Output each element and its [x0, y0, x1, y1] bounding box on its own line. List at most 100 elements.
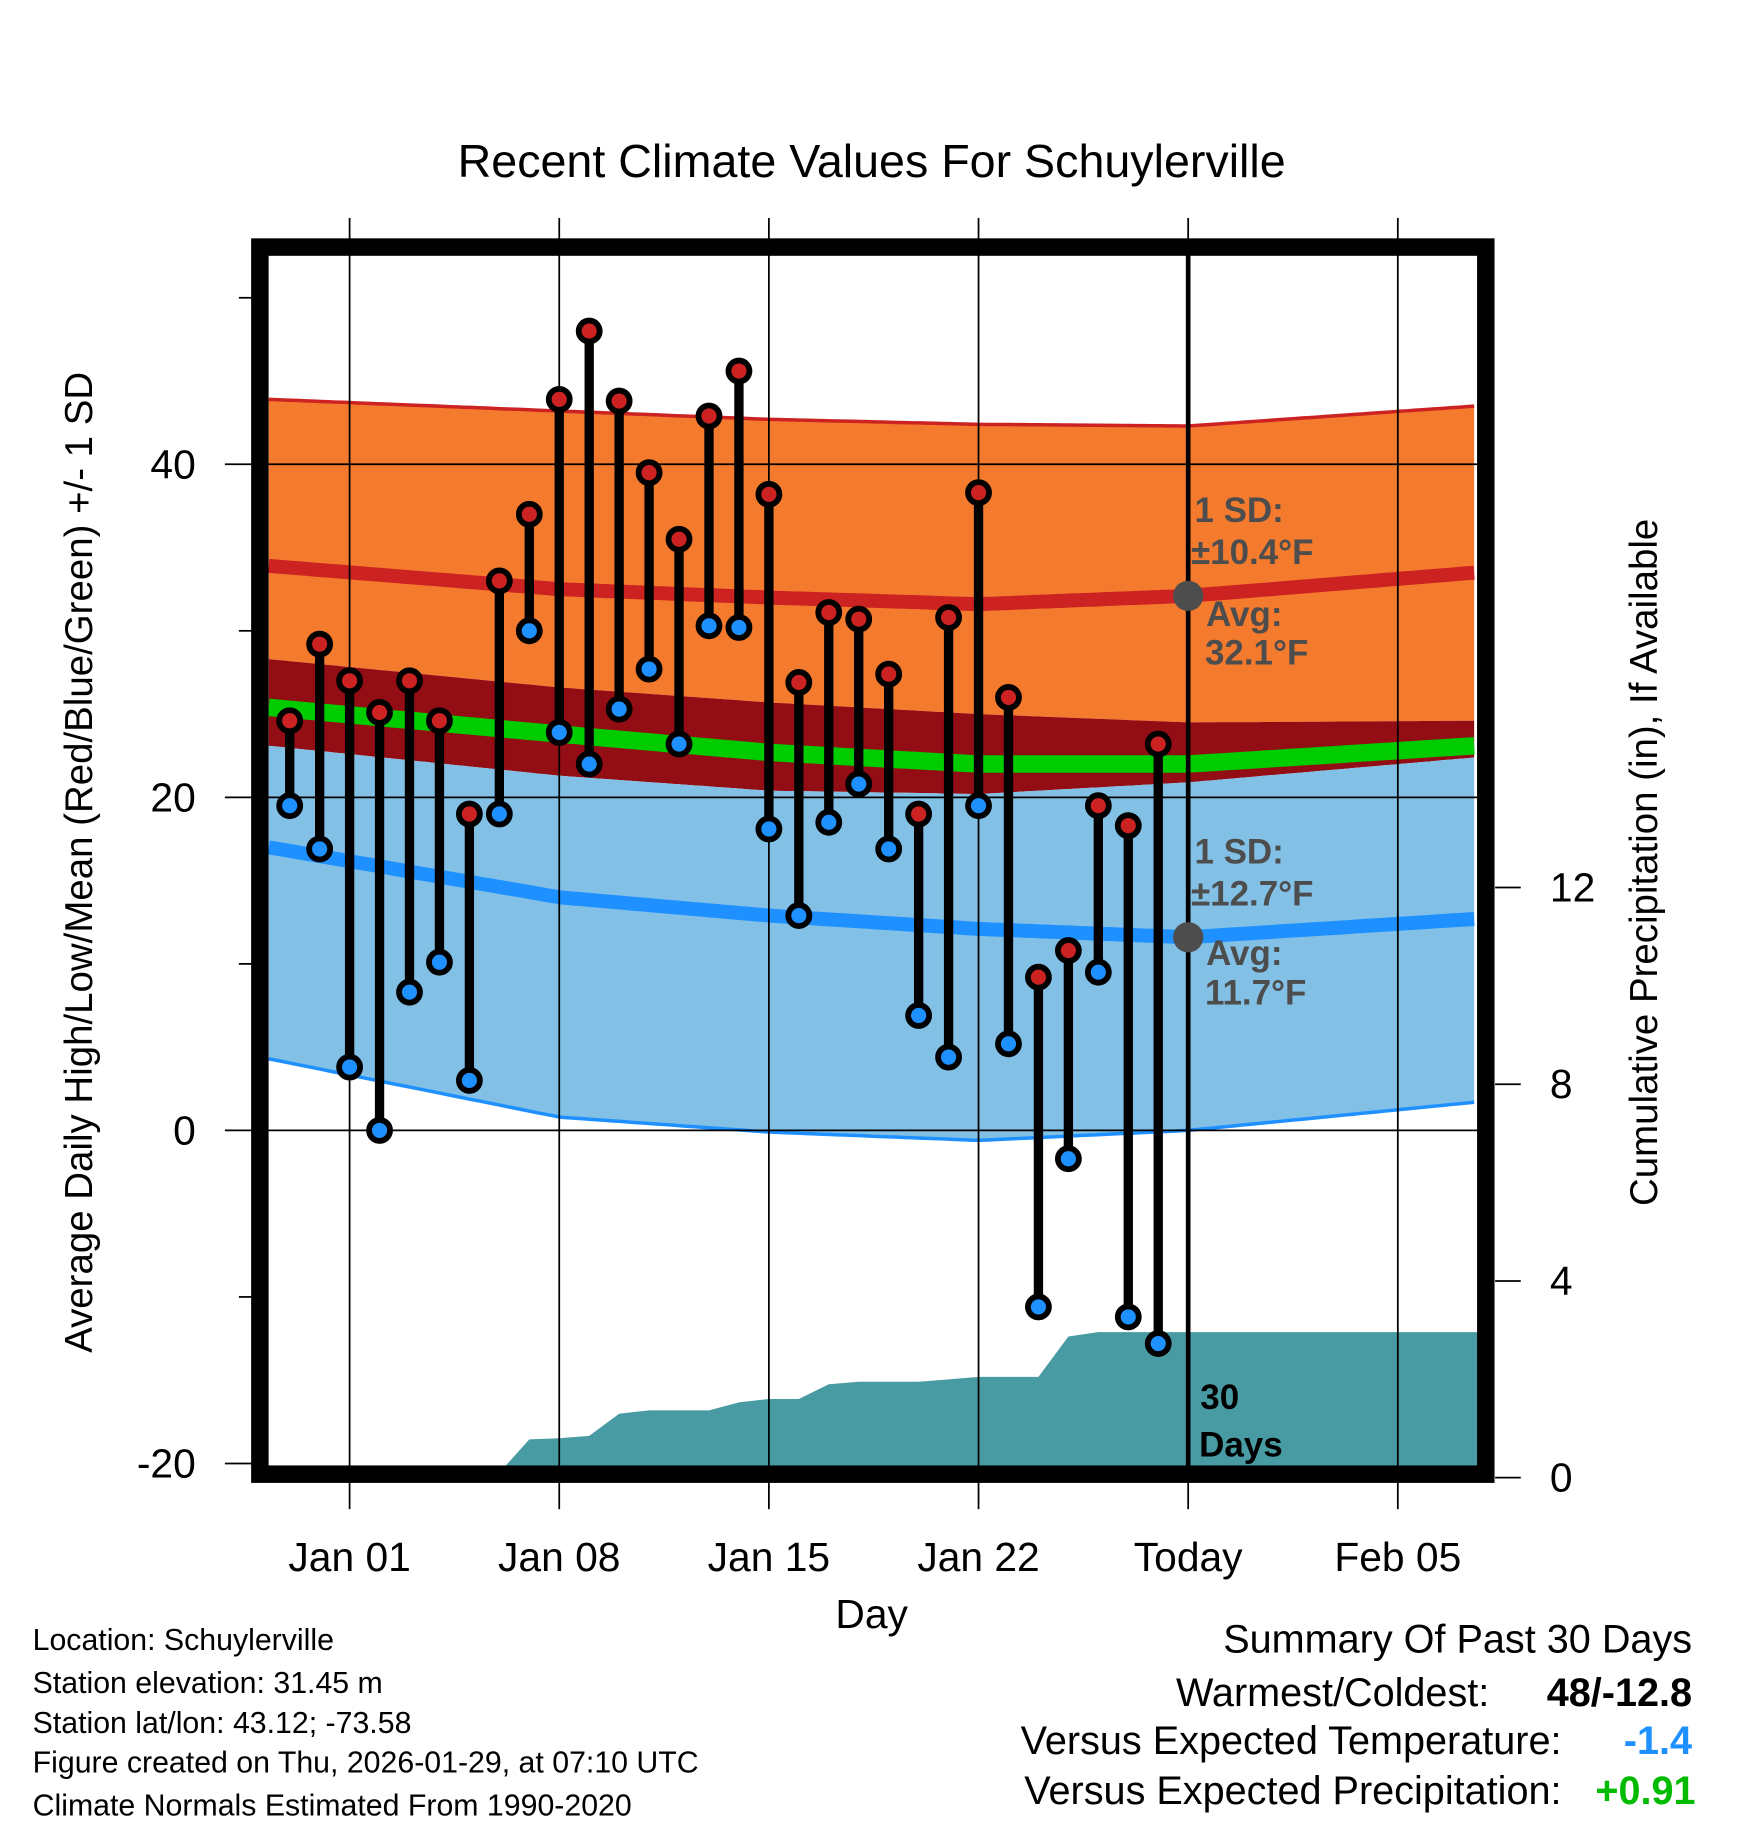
- low-point: [1054, 1145, 1082, 1173]
- high-point: [1025, 963, 1052, 991]
- annotation-high-sd-1: 1 SD:: [1194, 491, 1283, 530]
- x-tick-label: Jan 01: [288, 1534, 410, 1580]
- low-point: [336, 1053, 364, 1081]
- high-point: [396, 667, 423, 695]
- high-point: [1114, 812, 1142, 840]
- high-point: [426, 707, 453, 735]
- annotation-high-sd-2: ±10.4°F: [1191, 533, 1314, 572]
- low-point: [426, 948, 453, 976]
- location-text: Location: Schuylerville: [33, 1624, 334, 1657]
- low-point: [276, 792, 304, 820]
- low-point: [485, 800, 513, 828]
- low-point: [995, 1030, 1022, 1058]
- high-point: [575, 317, 603, 345]
- high-point: [605, 387, 633, 415]
- low-point: [815, 808, 843, 836]
- high-point: [845, 605, 873, 633]
- low-point: [635, 655, 663, 683]
- chart-title: Recent Climate Values For Schuylerville: [458, 135, 1286, 187]
- summary-block: Summary Of Past 30 Days Warmest/Coldest:…: [1021, 1617, 1696, 1812]
- y2-axis-label: Cumulative Precipitation (in), If Availa…: [1623, 519, 1666, 1206]
- low-point: [1114, 1303, 1142, 1331]
- high-point: [276, 707, 304, 735]
- precip-days-label-1: 30: [1200, 1378, 1239, 1417]
- y2-tick-label: 0: [1550, 1455, 1573, 1501]
- high-point: [725, 357, 753, 385]
- low-point: [575, 750, 603, 778]
- low-point: [905, 1002, 933, 1029]
- x-tick-label: Feb 05: [1334, 1534, 1461, 1580]
- annotation-low-avg-2: 11.7°F: [1205, 974, 1306, 1013]
- low-point: [455, 1067, 483, 1094]
- high-point: [306, 630, 334, 658]
- precip-label: Versus Expected Precipitation:: [1024, 1769, 1561, 1813]
- high-point: [336, 667, 364, 695]
- plot-area: [268, 255, 1478, 1467]
- y-tick-label: 40: [150, 441, 195, 487]
- low-point: [875, 835, 903, 863]
- high-point: [785, 669, 813, 696]
- y2-tick-label: 8: [1550, 1061, 1573, 1107]
- x-tick-label: Today: [1134, 1534, 1243, 1580]
- high-point: [995, 684, 1022, 711]
- latlon-text: Station lat/lon: 43.12; -73.58: [33, 1707, 412, 1740]
- x-axis-label: Day: [835, 1591, 908, 1637]
- low-point: [845, 770, 873, 798]
- high-point: [965, 479, 992, 507]
- y-tick-label: 0: [173, 1107, 196, 1153]
- low-point: [1084, 958, 1112, 986]
- low-point: [396, 978, 423, 1006]
- high-point: [455, 800, 483, 828]
- y2-tick-label: 12: [1550, 865, 1595, 911]
- high-point: [485, 567, 513, 595]
- precip-area: [505, 1332, 1478, 1467]
- low-point: [695, 612, 723, 640]
- low-point: [1144, 1330, 1172, 1357]
- warmest-value: 48/-12.8: [1547, 1671, 1692, 1715]
- low-point: [545, 719, 573, 746]
- high-point: [366, 699, 393, 726]
- low-point: [605, 695, 633, 723]
- high-point: [905, 800, 933, 828]
- x-tick-label: Jan 22: [917, 1534, 1039, 1580]
- x-tick-label: Jan 08: [498, 1534, 620, 1580]
- low-point: [965, 792, 992, 820]
- temp-label: Versus Expected Temperature:: [1021, 1719, 1562, 1763]
- high-point: [1054, 937, 1082, 964]
- high-point: [695, 402, 723, 430]
- low-point: [785, 902, 813, 929]
- annotation-low-avg-1: Avg:: [1206, 934, 1282, 973]
- high-point: [935, 604, 962, 631]
- summary-title: Summary Of Past 30 Days: [1223, 1617, 1692, 1661]
- precip-days-label-2: Days: [1199, 1426, 1283, 1465]
- y2-tick-label: 4: [1550, 1258, 1573, 1304]
- created-text: Figure created on Thu, 2026-01-29, at 07…: [33, 1747, 699, 1780]
- low-point: [725, 614, 753, 641]
- low-point: [755, 815, 783, 843]
- low-sd-lower-edge: [268, 1057, 1475, 1143]
- low-point: [665, 730, 693, 758]
- y-axis-label: Average Daily High/Low/Mean (Red/Blue/Gr…: [58, 372, 101, 1353]
- high-point: [1084, 792, 1112, 820]
- y-tick-label: 20: [150, 774, 195, 820]
- high-point: [875, 660, 903, 688]
- high-avg-marker: [1173, 580, 1204, 612]
- low-point: [515, 617, 543, 645]
- low-point: [1025, 1293, 1052, 1321]
- mean-normal-line: [268, 698, 1475, 773]
- low-point: [935, 1043, 962, 1071]
- x-tick-label: Jan 15: [708, 1534, 830, 1580]
- high-point: [635, 459, 663, 487]
- annotation-low-sd-1: 1 SD:: [1194, 833, 1283, 872]
- y-tick-label: -20: [137, 1440, 196, 1486]
- low-point: [306, 835, 334, 863]
- normals-text: Climate Normals Estimated From 1990-2020: [33, 1790, 632, 1823]
- station-info: Location: Schuylerville Station elevatio…: [33, 1624, 699, 1822]
- low-sd-band: [268, 745, 1475, 1141]
- high-point: [755, 480, 783, 508]
- high-point: [515, 500, 543, 528]
- high-point: [815, 599, 843, 626]
- low-avg-marker: [1173, 922, 1204, 953]
